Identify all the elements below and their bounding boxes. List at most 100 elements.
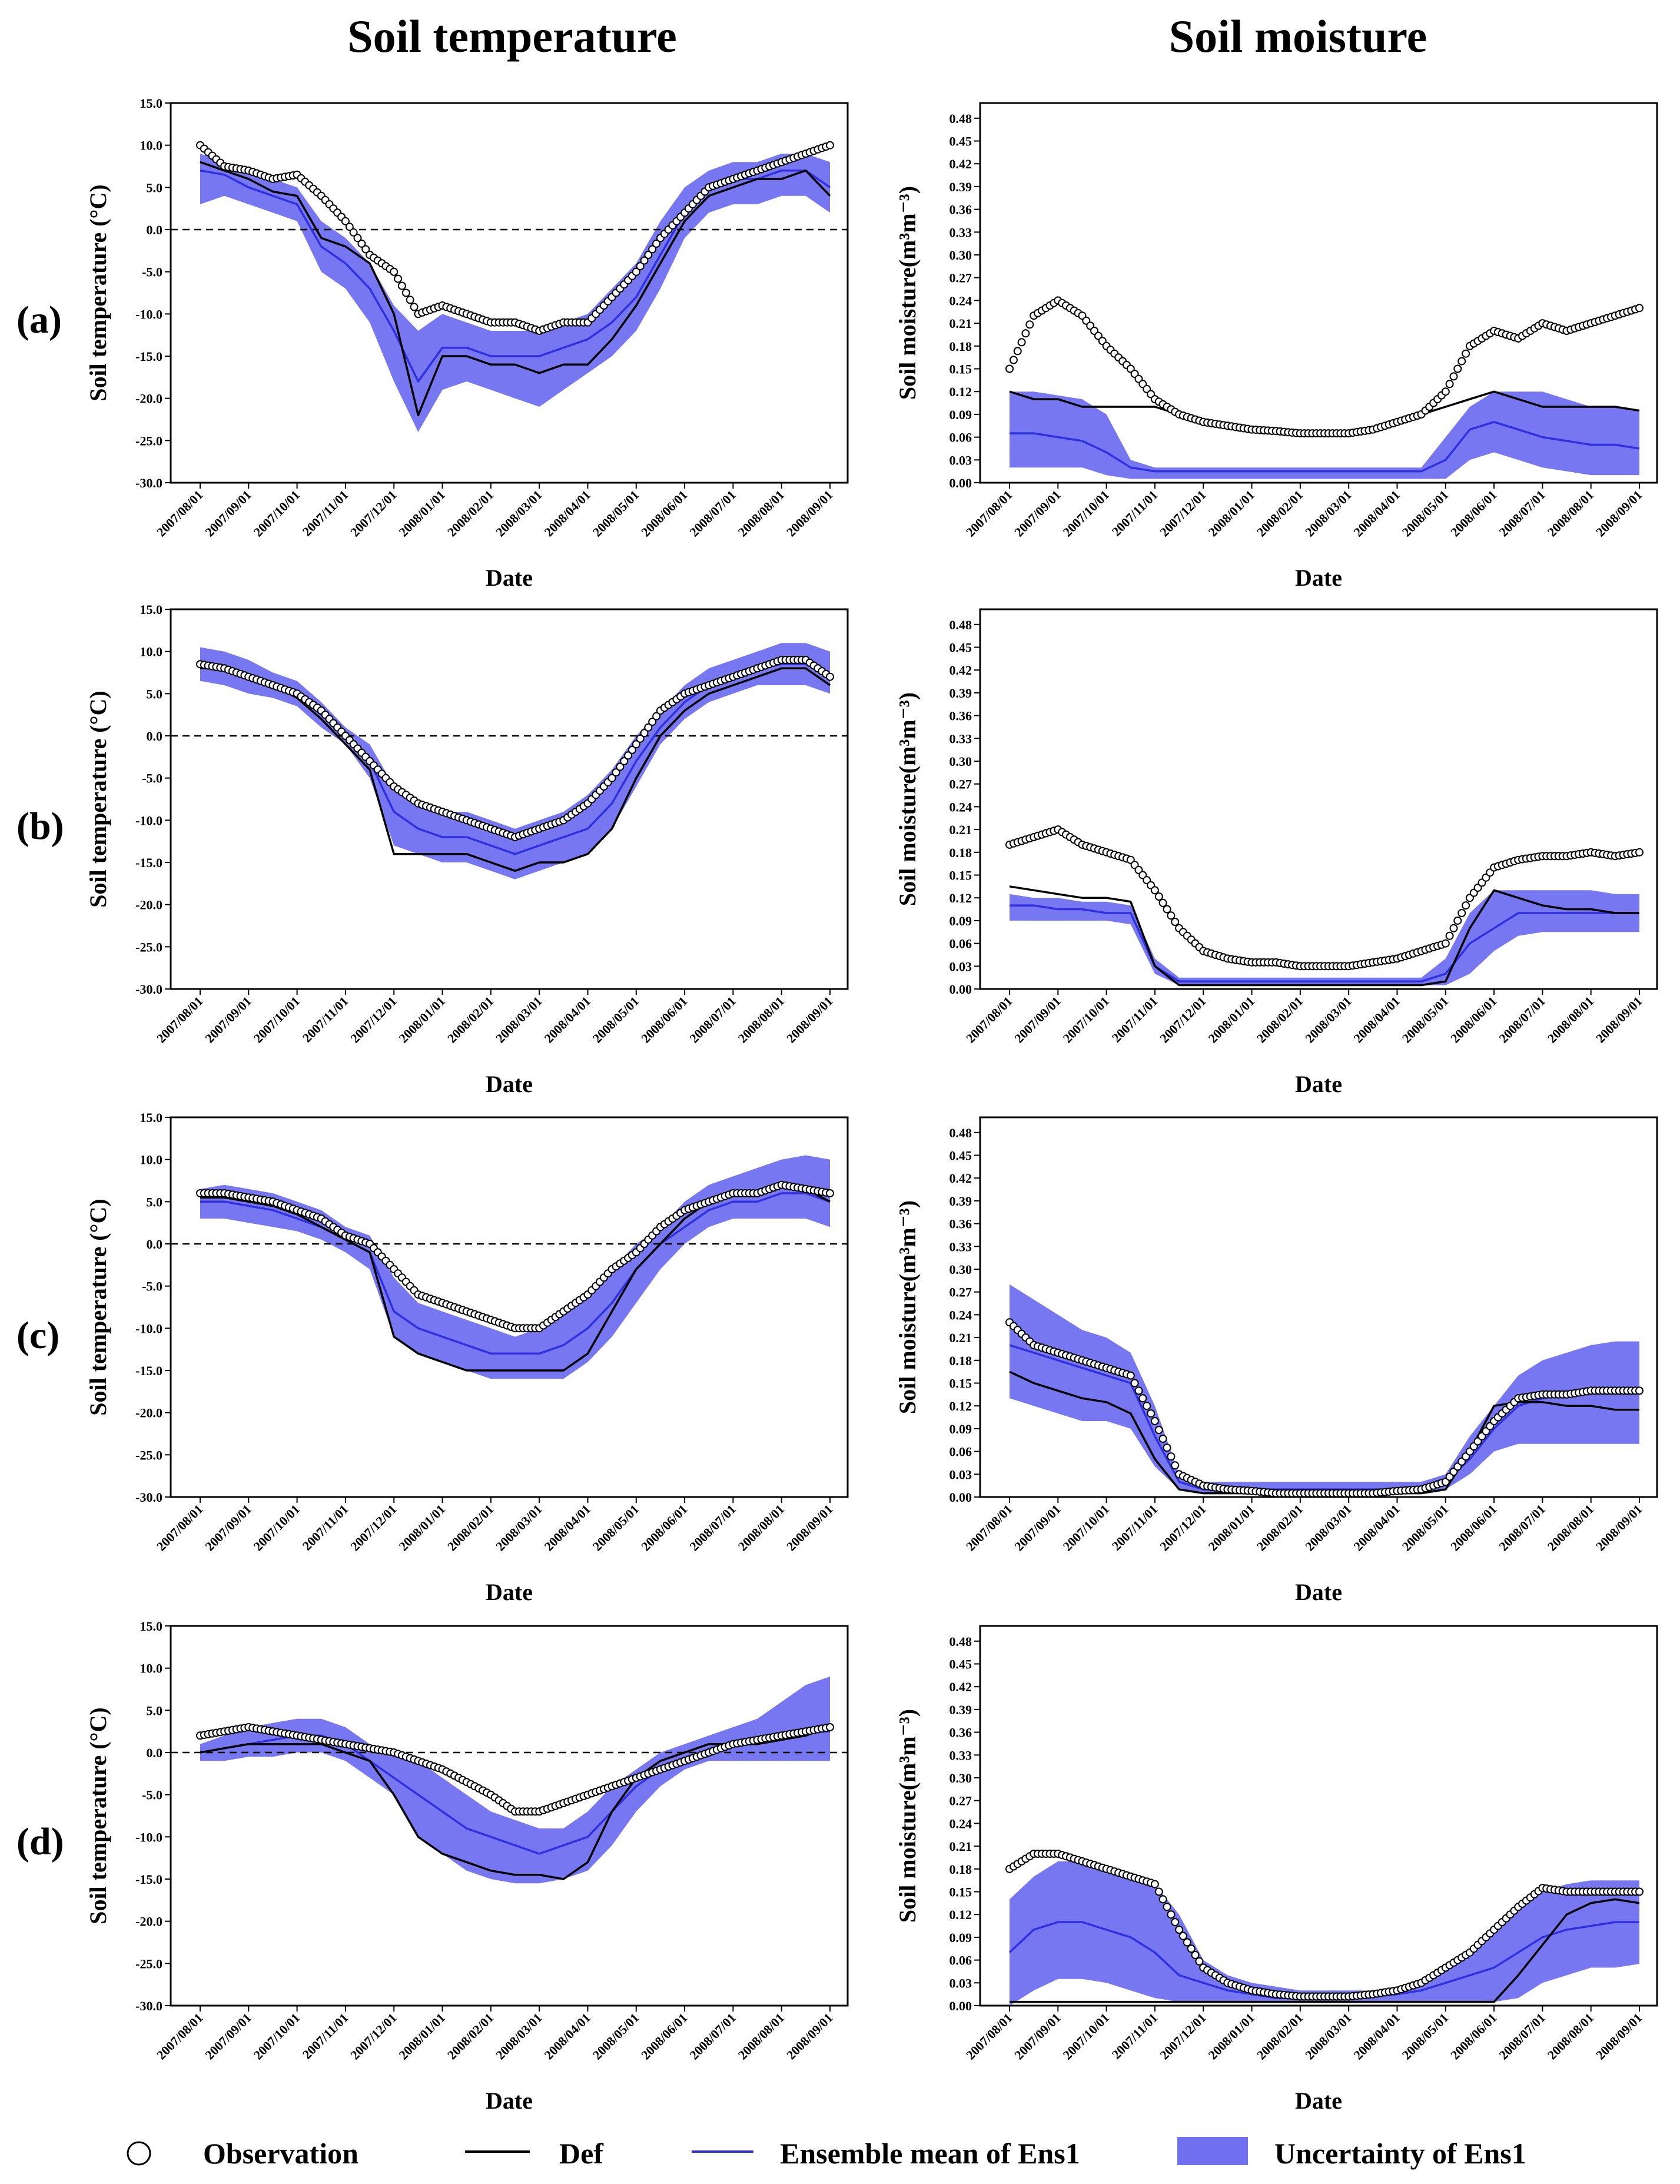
observation-point [1130, 1379, 1139, 1388]
y-tick-label: 0.36 [949, 1725, 972, 1740]
y-tick-label: 10.0 [140, 645, 163, 659]
y-tick-label: 0.48 [949, 1126, 972, 1140]
x-tick-label: 2008/01/01 [1206, 487, 1258, 540]
observation-series [196, 141, 834, 335]
observation-point [1635, 304, 1644, 313]
observation-point [1191, 1951, 1200, 1959]
observation-point [1167, 1910, 1176, 1919]
y-tick-label: 0.0 [147, 223, 163, 237]
x-tick-label: 2008/08/01 [1545, 1502, 1597, 1554]
y-tick-label: 0.03 [949, 453, 972, 467]
x-tick-label: 2008/06/01 [638, 487, 690, 540]
y-tick-label: 0.27 [949, 1794, 972, 1808]
x-tick-label: 2008/07/01 [1496, 1502, 1548, 1554]
legend: Observation Def Ensemble mean of Ens1 Un… [127, 2137, 1526, 2170]
x-tick-label: 2008/03/01 [493, 994, 545, 1046]
panel-temp-2: 15.0 10.0 5.0 0.0 -5.0 -10.0 -15.0 -20.0 -25.0 -3… [85, 1110, 849, 1605]
y-tick-label: -30.0 [135, 476, 162, 490]
x-axis-label: Date [1295, 2087, 1342, 2114]
x-tick-label: 2008/07/01 [1496, 487, 1548, 540]
observation-point [1143, 1402, 1151, 1410]
panel-temp-3: 15.0 10.0 5.0 0.0 -5.0 -10.0 -15.0 -20.0 -25.0 -3… [85, 1619, 849, 2114]
x-tick-label: 2007/11/01 [300, 1502, 351, 1554]
panel-moist-3: 0.48 0.45 0.42 0.39 0.36 0.33 0.30 0.27 0.24 0.21… [894, 1625, 1658, 2114]
x-tick-label: 2008/08/01 [735, 487, 788, 540]
observation-point [1009, 356, 1018, 364]
y-tick-label: -5.0 [142, 1279, 162, 1294]
x-tick-label: 2007/11/01 [1109, 487, 1161, 539]
observation-point [1017, 338, 1026, 347]
x-tick-label: 2007/12/01 [347, 1502, 400, 1554]
y-tick-label: -5.0 [142, 771, 162, 786]
x-tick-label: 2008/06/01 [1447, 1502, 1500, 1554]
y-tick-label: 0.45 [949, 1657, 972, 1672]
plot-area: 15.0 10.0 5.0 0.0 -5.0 -10.0 -15.0 -20.0 -25.0 -3… [85, 96, 1658, 2114]
x-tick-label: 2008/04/01 [1350, 1502, 1403, 1554]
y-tick-label: 0.24 [949, 1816, 972, 1831]
def-line [1009, 885, 1639, 987]
observation-point [1453, 364, 1462, 373]
x-tick-label: 2008/02/01 [1254, 487, 1306, 540]
observation-point [397, 281, 406, 290]
panel-moist-0: 0.48 0.45 0.42 0.39 0.36 0.33 0.30 0.27 0.24 0.21… [894, 102, 1658, 591]
observation-point [616, 762, 625, 771]
x-tick-label: 2008/03/01 [493, 1502, 545, 1554]
x-tick-label: 2008/01/01 [396, 994, 449, 1046]
observation-point [640, 256, 649, 265]
x-tick-label: 2007/12/01 [1157, 1502, 1209, 1554]
observation-point [1635, 1386, 1644, 1395]
observation-point [1147, 1409, 1156, 1418]
x-tick-label: 2007/09/01 [1011, 1502, 1064, 1554]
uncertainty-band [1010, 890, 1639, 985]
x-tick-label: 2008/03/01 [1302, 994, 1354, 1046]
x-tick-label: 2008/02/01 [444, 994, 497, 1046]
row-label-b: (b) [16, 805, 64, 848]
y-tick-label: 0.09 [949, 1930, 972, 1945]
observation-point [349, 228, 358, 237]
x-tick-label: 2007/11/01 [300, 487, 351, 539]
y-tick-label: 0.06 [949, 1953, 972, 1968]
y-tick-label: 0.21 [949, 316, 972, 331]
y-tick-label: 0.42 [949, 157, 972, 171]
observation-point [1195, 1957, 1204, 1966]
observation-point [644, 723, 653, 732]
y-tick-label: -25.0 [135, 433, 162, 448]
observation-point [361, 245, 370, 254]
x-tick-label: 2008/04/01 [541, 1502, 593, 1554]
y-tick-label: 0.24 [949, 293, 972, 308]
plot-frame [979, 1625, 1658, 2007]
x-tick-label: 2007/08/01 [154, 487, 206, 540]
x-tick-label: 2008/03/01 [1302, 2010, 1354, 2063]
y-tick-label: 0.09 [949, 1422, 972, 1436]
x-tick-label: 2008/07/01 [686, 1502, 739, 1554]
x-tick-label: 2008/09/01 [783, 1502, 836, 1554]
x-tick-label: 2008/09/01 [1593, 1502, 1645, 1554]
x-axis-label: Date [1295, 1579, 1342, 1605]
y-tick-label: -25.0 [135, 1956, 162, 1971]
y-axis-label: Soil moisture(m³m⁻³) [894, 1709, 921, 1923]
observation-series [1005, 1318, 1644, 1498]
y-tick-label: -15.0 [135, 1363, 162, 1378]
x-tick-label: 2008/02/01 [444, 487, 497, 540]
y-tick-label: 0.27 [949, 271, 972, 286]
observation-point [1445, 380, 1454, 389]
row-label-d: (d) [16, 1820, 64, 1863]
y-tick-label: -10.0 [135, 1830, 162, 1844]
y-tick-label: 0.39 [949, 1194, 972, 1209]
plot-frame [170, 102, 849, 484]
x-tick-label: 2008/09/01 [783, 2010, 836, 2063]
y-tick-label: 0.30 [949, 1262, 972, 1277]
y-tick-label: 0.48 [949, 618, 972, 632]
x-axis-label: Date [1295, 565, 1342, 591]
observation-point [640, 729, 649, 738]
x-tick-label: 2007/11/01 [1109, 1502, 1161, 1554]
row-label-a: (a) [16, 298, 62, 341]
x-tick-label: 2008/03/01 [1302, 487, 1354, 540]
observation-point [353, 234, 362, 243]
observation-point [627, 745, 636, 754]
y-tick-label: 0.39 [949, 180, 972, 194]
y-tick-label: 0.18 [949, 1353, 972, 1368]
x-tick-label: 2008/07/01 [686, 487, 739, 540]
panel-moist-2: 0.48 0.45 0.42 0.39 0.36 0.33 0.30 0.27 0.24 0.21… [894, 1116, 1658, 1605]
column-title-moisture: Soil moisture [1169, 11, 1427, 62]
